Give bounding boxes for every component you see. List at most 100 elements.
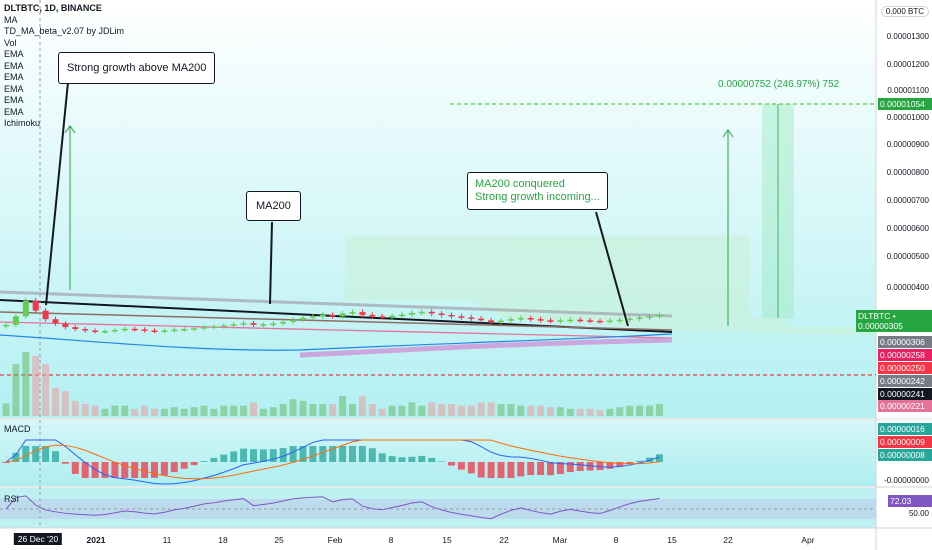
price-tick: 0.00001000 [886, 113, 929, 122]
target-measure-label: 0.00000752 (246.97%) 752 [718, 79, 840, 90]
macd-tag-signal: 0.00000016 [878, 423, 932, 435]
rsi-title[interactable]: RSI [4, 494, 20, 504]
volume-layer [2, 352, 663, 416]
price-tag-last: DLTBTC • 0.00000305 [856, 310, 932, 332]
candle-body [408, 312, 415, 315]
indicator-ema-2[interactable]: EMA [4, 60, 24, 71]
macd-histogram-bar [408, 456, 416, 462]
candle-body [498, 320, 504, 323]
macd-histogram-bar [151, 462, 158, 478]
volume-bar [210, 408, 218, 416]
volume-bar [368, 404, 376, 416]
volume-bar [339, 396, 347, 416]
time-label: 18 [218, 535, 228, 545]
candle-body [567, 319, 574, 322]
callout-ma200[interactable]: MA200 [246, 191, 301, 221]
symbol-title[interactable]: DLTBTC, 1D, BINANCE [4, 3, 102, 13]
price-tag-black: 0.00000241 [878, 388, 932, 400]
candle-body [626, 318, 633, 321]
candle-body [597, 320, 603, 323]
volume-bar [91, 405, 99, 416]
candle-body [418, 311, 425, 314]
candle-body [260, 324, 267, 326]
macd-histogram-bar [81, 462, 89, 478]
macd-histogram-bar [438, 461, 446, 462]
volume-bar [329, 404, 337, 416]
volume-bar [358, 396, 366, 416]
macd-title[interactable]: MACD [4, 424, 31, 434]
ma-gray-upper [0, 290, 673, 318]
rsi-layer [0, 495, 876, 520]
candle-body [458, 316, 465, 318]
candle-body [250, 323, 257, 325]
macd-histogram-bar [230, 451, 238, 462]
macd-histogram-bar [517, 462, 525, 477]
candle-body [448, 314, 455, 317]
volume-bar [101, 408, 109, 416]
indicator-ema-4[interactable]: EMA [4, 83, 24, 94]
volume-bar [388, 405, 396, 416]
price-tick: 0.00000500 [886, 252, 929, 261]
indicator-ema-3[interactable]: EMA [4, 72, 24, 82]
volume-bar [12, 364, 20, 416]
macd-histogram-bar [319, 446, 327, 462]
candle-body [201, 327, 207, 329]
indicator-ema-5[interactable]: EMA [4, 95, 24, 105]
time-label: 2021 [86, 535, 106, 545]
ema-purple-band [299, 337, 673, 358]
indicator-td[interactable]: TD_MA_beta_v2.07 by JDLim [4, 26, 125, 36]
indicator-ema-1[interactable]: EMA [4, 49, 24, 59]
volume-bar [160, 408, 168, 416]
volume-bar [2, 403, 10, 416]
rsi-line [5, 495, 660, 520]
macd-histogram-bar [626, 462, 634, 464]
price-tag-gray: 0.00000242 [878, 375, 932, 387]
volume-bar [180, 408, 188, 416]
price-tick: 0.00000400 [886, 283, 929, 292]
candle-body [181, 329, 188, 331]
volume-bar [586, 408, 594, 416]
time-label: Mar [552, 535, 568, 545]
volume-bar [289, 399, 297, 416]
macd-layer [2, 439, 663, 485]
candle-body [389, 315, 396, 318]
candle-body [240, 323, 247, 325]
price-tag-ema-pink: 0.00000258 [878, 349, 932, 361]
candle-body [399, 314, 405, 317]
macd-histogram-bar [71, 462, 79, 474]
macd-histogram-bar [32, 446, 40, 462]
indicator-ichimoku[interactable]: Ichimoku [4, 118, 41, 128]
macd-histogram-bar [141, 462, 149, 478]
candle-body [111, 329, 118, 332]
price-tag-target: 0.00001054 [878, 98, 932, 110]
macd-histogram-bar [160, 462, 168, 476]
candle-body [12, 316, 19, 325]
indicator-ma[interactable]: MA [4, 14, 18, 25]
candle-body [309, 316, 316, 318]
volume-bar [52, 388, 59, 416]
macd-histogram-bar [22, 446, 30, 462]
indicator-ema-6[interactable]: EMA [4, 106, 24, 117]
macd-histogram-bar [269, 449, 277, 462]
candle-body [587, 320, 594, 322]
volume-bar [378, 408, 386, 416]
price-tick: 0.00000600 [886, 224, 929, 233]
price-axis-currency[interactable]: 0.000 BTC [880, 6, 929, 17]
macd-histogram-bar [101, 462, 109, 478]
callout-strong-growth[interactable]: Strong growth above MA200 [58, 52, 216, 84]
indicator-vol[interactable]: Vol [4, 37, 17, 48]
candle-body [121, 328, 128, 331]
macd-line [5, 439, 660, 485]
candle-body [379, 316, 386, 318]
volume-bar [576, 408, 584, 416]
price-tick: 0.00000900 [886, 140, 929, 149]
volume-bar [170, 407, 178, 416]
volume-bar [467, 405, 475, 416]
candle-body [656, 314, 663, 317]
volume-bar [398, 405, 406, 416]
volume-bar [22, 352, 30, 416]
macd-histogram-bar [349, 446, 356, 462]
callout-conquered[interactable]: MA200 conquered Strong growth incoming..… [467, 172, 608, 210]
volume-bar [616, 407, 624, 416]
volume-bar [240, 405, 248, 416]
